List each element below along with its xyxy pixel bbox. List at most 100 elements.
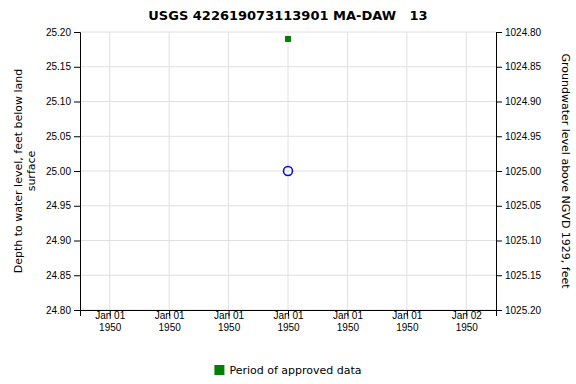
x-axis: Jan 011950Jan 011950Jan 011950Jan 011950… [81,310,497,333]
x-tick: Jan 011950 [155,310,185,333]
grid-line-x [347,32,348,310]
y-tick: 25.05 [46,131,80,142]
y2-tick-mark [496,171,502,172]
x-tick-label: Jan 011950 [95,310,125,333]
x-tick-label-line: 1950 [159,322,182,333]
y-tick-label: 24.90 [46,235,71,246]
y2-tick-mark [496,67,502,68]
y-tick-label: 24.95 [46,200,71,211]
grid-line-x [109,32,110,310]
y-tick: 24.90 [46,235,80,246]
y2-tick: 1025.00 [496,166,542,177]
y2-axis-title: Groundwater level above NGVD 1929, feet [559,53,572,289]
legend-swatch [214,365,224,375]
y-tick-label: 25.15 [46,61,71,72]
x-tick-label-line: 1950 [99,322,122,333]
legend-item: Period of approved data [214,364,361,377]
x-tick-label: Jan 011950 [273,310,303,333]
y-tick-label: 25.10 [46,96,71,107]
y2-tick-label: 1024.80 [505,27,542,38]
y-tick: 24.85 [46,270,80,281]
y2-tick: 1025.05 [496,200,542,211]
y2-tick-mark [496,241,502,242]
x-tick-label-line: Jan 01 [392,310,422,321]
y-tick-mark [74,275,80,276]
x-tick: Jan 021950 [452,310,482,333]
y-tick-mark [74,310,80,311]
x-tick-label-line: Jan 02 [452,310,482,321]
grid [80,32,496,310]
x-tick-label: Jan 011950 [155,310,185,333]
y-tick-mark [74,136,80,137]
y2-tick-mark [496,136,502,137]
y2-tick-label: 1024.95 [505,131,542,142]
x-tick-label-line: Jan 01 [273,310,303,321]
data-point [284,167,293,176]
x-tick: Jan 011950 [214,310,244,333]
data-point [285,36,291,42]
y2-tick: 1025.10 [496,235,542,246]
title: USGS 422619073113901 MA-DAW 13 [148,8,427,23]
chart: Jan 011950Jan 011950Jan 011950Jan 011950… [0,0,576,384]
y-tick-mark [74,171,80,172]
y-tick-label: 24.80 [46,305,71,316]
axis-line [74,33,81,311]
y2-tick-mark [496,102,502,103]
x-tick: Jan 011950 [333,310,363,333]
grid-line-x [406,32,407,310]
y2-tick-mark [496,275,502,276]
y-axis: 24.80 24.85 24.90 24.95 25.00 25.05 25.10 25.15… [46,27,81,316]
x-tick-label-line: 1950 [277,322,300,333]
grid-line-x [466,32,467,310]
y-tick: 25.20 [46,27,80,38]
y-tick-mark [74,32,80,33]
y-tick: 24.80 [46,305,80,316]
y-tick: 25.10 [46,96,80,107]
y-axis-title-line: Depth to water level, feet below land [12,69,25,274]
series [284,167,293,176]
x-tick-label: Jan 011950 [333,310,363,333]
x-tick-label-line: 1950 [218,322,241,333]
y2-tick-mark [496,32,502,33]
y2-tick-mark [496,310,502,311]
y2-tick-label: 1025.10 [505,235,542,246]
y2-tick: 1024.80 [496,27,542,38]
axis-line [497,33,503,311]
x-tick: Jan 011950 [392,310,422,333]
y-tick: 24.95 [46,200,80,211]
y2-tick-label: 1025.20 [505,305,542,316]
x-tick-label-line: 1950 [396,322,419,333]
legend: Period of approved data [214,364,361,377]
y2-tick-label: 1025.00 [505,166,542,177]
x-tick-label-line: Jan 01 [214,310,244,321]
y2-tick: 1024.85 [496,61,542,72]
x-tick: Jan 011950 [95,310,125,333]
y2-tick: 1025.15 [496,270,542,281]
y-tick-label: 24.85 [46,270,71,281]
x-tick-label-line: Jan 01 [333,310,363,321]
grid-line-x [228,32,229,310]
y-tick-mark [74,102,80,103]
y-tick-mark [74,206,80,207]
y-axis-title: Depth to water level, feet below landsur… [12,69,38,274]
y-tick-mark [74,241,80,242]
y2-tick: 1024.90 [496,96,542,107]
y2-tick-label: 1025.15 [505,270,542,281]
y2-tick: 1025.20 [496,305,542,316]
grid-line-x [169,32,170,310]
x-tick-label-line: 1950 [337,322,360,333]
y-tick: 25.00 [46,166,80,177]
x-tick-label: Jan 011950 [392,310,422,333]
grid-line-x [288,32,289,310]
x-tick: Jan 011950 [273,310,303,333]
y2-tick-label: 1024.90 [505,96,542,107]
y2-tick-mark [496,206,502,207]
x-tick-label: Jan 021950 [452,310,482,333]
x-tick-label-line: Jan 01 [155,310,185,321]
x-tick-label: Jan 011950 [214,310,244,333]
marks [284,36,293,176]
y2-tick-label: 1024.85 [505,61,542,72]
y-tick: 25.15 [46,61,80,72]
series [285,36,291,42]
y2-axis: 1024.80 1024.85 1024.90 1024.95 1025.00 1025.… [496,27,542,316]
